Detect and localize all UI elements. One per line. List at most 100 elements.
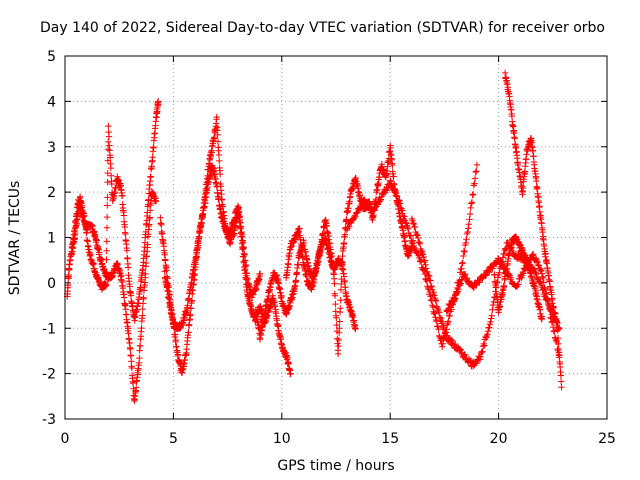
series-track-j bbox=[501, 69, 565, 391]
data-point bbox=[129, 379, 137, 387]
data-point bbox=[358, 203, 365, 211]
data-point bbox=[448, 306, 455, 313]
data-point bbox=[318, 237, 326, 245]
data-point bbox=[451, 296, 458, 304]
data-point bbox=[460, 247, 468, 255]
data-point bbox=[473, 161, 481, 169]
y-tick-label: -2 bbox=[42, 367, 56, 383]
data-point bbox=[557, 372, 565, 379]
data-point bbox=[439, 340, 447, 347]
data-point bbox=[447, 302, 455, 309]
data-point bbox=[103, 224, 111, 231]
data-point bbox=[103, 247, 110, 254]
data-point bbox=[488, 312, 495, 319]
data-point bbox=[448, 337, 456, 344]
data-point bbox=[507, 274, 515, 281]
data-point bbox=[391, 188, 398, 196]
data-point bbox=[445, 318, 452, 325]
data-point bbox=[383, 187, 391, 194]
data-point bbox=[461, 248, 468, 255]
data-point bbox=[520, 270, 527, 277]
data-point bbox=[483, 332, 491, 340]
data-point bbox=[541, 284, 548, 291]
data-point bbox=[346, 223, 353, 231]
data-point bbox=[127, 345, 134, 353]
data-point bbox=[161, 251, 168, 258]
data-point bbox=[511, 135, 518, 142]
data-point bbox=[103, 213, 111, 221]
data-point bbox=[407, 232, 414, 240]
data-point bbox=[393, 193, 401, 200]
data-point bbox=[471, 175, 479, 182]
data-point bbox=[463, 275, 471, 282]
data-point bbox=[213, 113, 220, 121]
data-point bbox=[466, 210, 474, 218]
data-point bbox=[157, 214, 164, 221]
data-point bbox=[236, 216, 244, 224]
data-point bbox=[337, 286, 345, 293]
data-point bbox=[147, 173, 154, 180]
data-point bbox=[533, 258, 541, 265]
data-point bbox=[401, 213, 408, 220]
data-point bbox=[500, 250, 508, 257]
y-tick-label: 5 bbox=[47, 49, 56, 65]
data-point bbox=[422, 261, 429, 268]
grid-lines bbox=[65, 56, 607, 419]
data-point bbox=[265, 308, 272, 316]
data-point bbox=[436, 314, 443, 321]
data-point bbox=[351, 215, 358, 222]
data-point bbox=[541, 285, 549, 293]
data-point bbox=[386, 147, 394, 155]
data-point bbox=[377, 196, 385, 203]
data-point bbox=[120, 212, 128, 219]
data-point bbox=[554, 334, 562, 342]
data-point bbox=[496, 269, 503, 276]
data-point bbox=[103, 238, 111, 245]
data-point bbox=[107, 154, 114, 161]
data-point bbox=[500, 282, 508, 290]
data-point bbox=[476, 279, 483, 286]
data-point bbox=[409, 237, 417, 244]
data-point bbox=[240, 244, 247, 252]
data-point bbox=[457, 280, 465, 287]
data-point bbox=[460, 252, 467, 260]
data-point bbox=[426, 272, 433, 280]
data-point bbox=[439, 343, 446, 350]
data-point bbox=[396, 200, 404, 207]
data-point bbox=[465, 225, 472, 232]
data-point bbox=[553, 319, 561, 327]
data-point bbox=[72, 229, 79, 237]
data-point bbox=[336, 325, 343, 332]
x-tick-label: 25 bbox=[598, 431, 616, 447]
data-point bbox=[538, 315, 546, 323]
data-point bbox=[440, 322, 447, 330]
data-point bbox=[430, 289, 437, 296]
data-point bbox=[340, 239, 348, 247]
data-point bbox=[213, 183, 221, 191]
data-point bbox=[467, 204, 474, 212]
data-point bbox=[138, 324, 145, 332]
data-point bbox=[265, 292, 272, 300]
data-point bbox=[188, 279, 195, 287]
data-point bbox=[537, 267, 544, 275]
series-track-h bbox=[408, 215, 563, 370]
data-point bbox=[104, 145, 112, 153]
data-point bbox=[444, 319, 452, 327]
data-point bbox=[90, 260, 97, 267]
data-point bbox=[388, 182, 395, 189]
data-point bbox=[323, 222, 330, 229]
data-point bbox=[333, 321, 340, 329]
data-point bbox=[523, 151, 530, 158]
data-point bbox=[292, 277, 300, 284]
series-track-f bbox=[282, 142, 416, 358]
data-point bbox=[354, 209, 361, 216]
data-point bbox=[337, 296, 344, 304]
data-point bbox=[104, 178, 111, 186]
data-point bbox=[331, 292, 339, 299]
data-point bbox=[284, 354, 291, 362]
y-tick-label: -3 bbox=[42, 412, 56, 428]
data-point bbox=[459, 259, 466, 266]
data-point bbox=[322, 216, 329, 224]
data-point bbox=[161, 268, 168, 275]
data-point bbox=[237, 223, 244, 230]
